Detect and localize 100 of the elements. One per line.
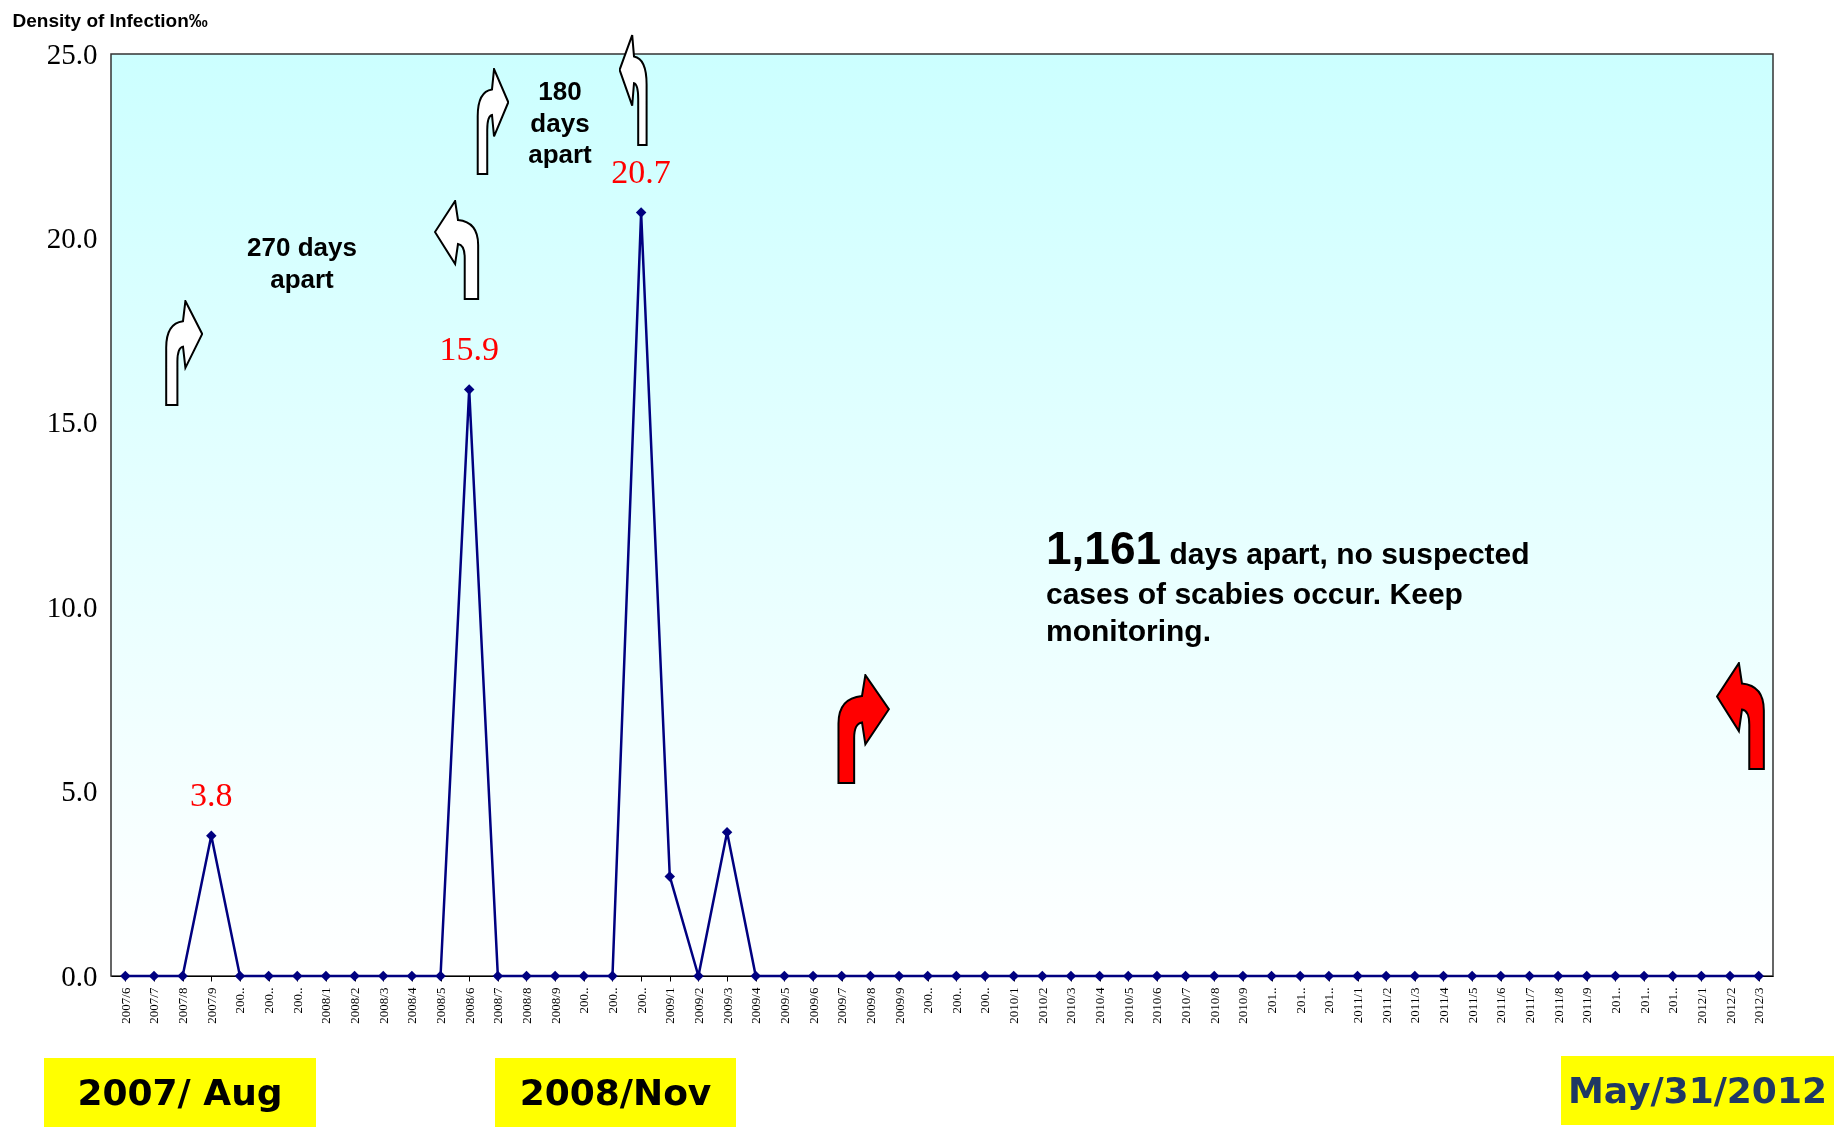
x-tick-label: 2009/4 <box>748 987 764 1024</box>
data-label: 20.7 <box>611 152 671 190</box>
x-tick-label: 2011/8 <box>1550 987 1566 1024</box>
point <box>349 970 360 982</box>
annotation: 180 days apart <box>527 76 593 172</box>
point <box>1753 970 1764 982</box>
x-tick-label: 200.. <box>261 987 277 1014</box>
text: 2007/ Aug <box>44 1058 316 1127</box>
point <box>779 970 790 982</box>
x-tick-label: 2008/7 <box>490 987 506 1024</box>
x-tick-label: 2007/9 <box>203 987 219 1024</box>
y-axis-title: Density of Infection‰ <box>12 9 208 31</box>
x-tick-label: 2007/6 <box>117 987 133 1024</box>
x-tick-label: 201.. <box>1636 987 1652 1014</box>
annotation: 1,161 days apart, no suspected cases of scabies occur. Keep monitoring. <box>1046 521 1531 649</box>
x-tick-label: 2008/3 <box>375 987 391 1024</box>
y-tick-label: 5.0 <box>61 775 98 808</box>
y-tick-label: 15.0 <box>46 406 98 439</box>
x-tick-label: 2010/2 <box>1034 987 1050 1024</box>
data-label: 3.8 <box>190 775 233 813</box>
point <box>664 871 676 882</box>
x-tick-label: 200.. <box>920 987 936 1014</box>
point <box>521 970 532 982</box>
x-tick-label: 2009/3 <box>719 987 735 1024</box>
point <box>1037 970 1048 982</box>
x-tick-label: 2008/8 <box>519 987 534 1024</box>
x-tick-label: 2010/5 <box>1120 987 1136 1024</box>
x-tick-label: 200.. <box>232 987 248 1014</box>
x-tick-label: 2009/5 <box>776 987 792 1024</box>
y-tick-label: 0.0 <box>61 959 98 992</box>
point <box>1352 970 1363 982</box>
point <box>836 970 847 982</box>
x-tick-label: 2008/5 <box>433 987 449 1024</box>
x-tick-label: 2007/7 <box>146 987 162 1024</box>
x-tick-label: 2009/9 <box>891 987 907 1024</box>
x-tick-label: 2010/1 <box>1006 987 1022 1024</box>
point <box>120 970 131 982</box>
point <box>463 384 475 395</box>
x-tick-label: 2012/2 <box>1722 987 1738 1024</box>
point <box>1008 970 1019 982</box>
text: 2008/Nov <box>495 1058 736 1127</box>
x-tick-label: 201.. <box>1607 987 1623 1014</box>
point <box>951 970 962 982</box>
x-tick-label: 2010/9 <box>1235 987 1251 1024</box>
point <box>607 970 618 982</box>
x-tick-label: 2007/8 <box>175 987 191 1024</box>
text: May/31/2012 <box>1561 1056 1834 1125</box>
x-tick-label: 200.. <box>948 987 964 1014</box>
point <box>635 207 647 218</box>
point <box>1094 970 1105 982</box>
x-tick-label: 2009/6 <box>805 987 821 1024</box>
x-tick-label: 2011/9 <box>1579 987 1595 1024</box>
point <box>1610 970 1621 982</box>
point <box>1180 970 1191 982</box>
annotation: 270 days apart <box>246 232 358 296</box>
x-tick-label: 2010/7 <box>1178 987 1194 1024</box>
x-tick-label: 2011/3 <box>1407 987 1423 1024</box>
x-tick-label: 2011/5 <box>1464 987 1480 1024</box>
x-tick-label: 2009/7 <box>834 987 850 1024</box>
x-tick-label: 2009/1 <box>662 987 678 1024</box>
point <box>922 970 933 982</box>
x-tick-label: 2010/6 <box>1149 987 1165 1024</box>
x-tick-label: 2008/9 <box>547 987 563 1024</box>
point <box>1266 970 1277 982</box>
x-tick-label: 2008/4 <box>404 987 420 1024</box>
x-tick-label: 200.. <box>289 987 305 1014</box>
point <box>1696 970 1707 982</box>
point <box>1524 970 1535 982</box>
x-tick-label: 2009/8 <box>862 987 878 1024</box>
point <box>1581 970 1592 982</box>
x-tick-label: 201.. <box>1321 987 1337 1014</box>
y-tick-label: 10.0 <box>46 590 98 623</box>
x-tick-label: 200.. <box>633 987 649 1014</box>
point <box>435 970 446 982</box>
x-tick-label: 2010/8 <box>1206 987 1222 1024</box>
data-label: 15.9 <box>439 329 499 367</box>
point <box>1724 970 1736 982</box>
x-tick-label: 2012/1 <box>1693 987 1709 1024</box>
point <box>292 970 303 982</box>
x-tick-label: 2011/2 <box>1378 987 1394 1024</box>
x-tick-label: 2010/3 <box>1063 987 1079 1024</box>
x-tick-label: 2011/1 <box>1350 987 1365 1024</box>
point <box>750 970 761 982</box>
point <box>893 970 905 982</box>
x-tick-label: 2008/1 <box>318 987 334 1024</box>
point <box>1123 970 1134 982</box>
point <box>263 970 274 982</box>
point <box>979 970 991 982</box>
point <box>865 970 876 982</box>
point <box>148 970 160 982</box>
x-tick-label: 201.. <box>1665 987 1681 1014</box>
x-tick-label: 200.. <box>576 987 592 1014</box>
x-tick-label: 2012/3 <box>1751 987 1767 1024</box>
x-tick-label: 2008/6 <box>461 987 477 1024</box>
x-tick-label: 2011/6 <box>1493 987 1509 1024</box>
x-tick-label: 2011/4 <box>1435 987 1451 1024</box>
point <box>1667 970 1678 982</box>
y-tick-label: 25.0 <box>46 37 98 70</box>
point <box>177 970 188 982</box>
x-tick-label: 201.. <box>1292 987 1308 1014</box>
